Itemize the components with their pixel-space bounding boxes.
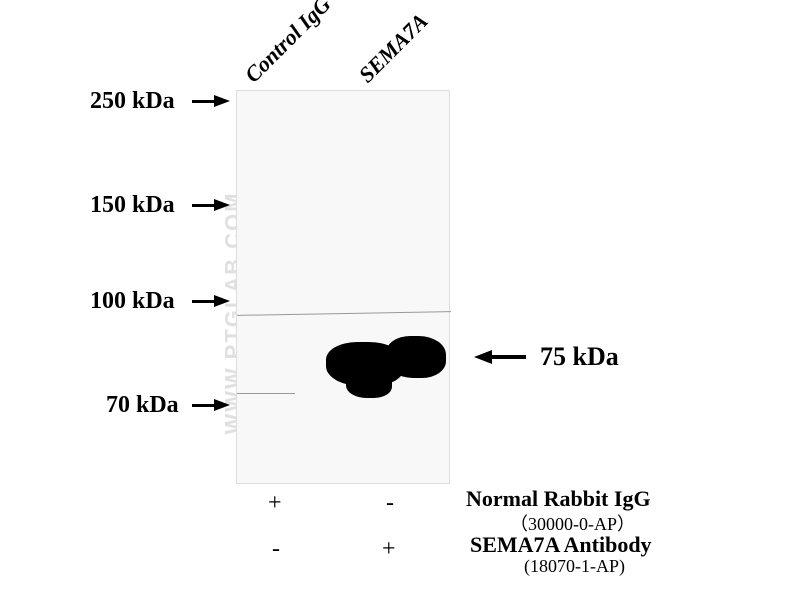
target-label-75: 75 kDa [540, 342, 619, 372]
mw-arrow-150 [214, 199, 230, 211]
figure-container: WWW.PTGLAB.COM Control IgG SEMA7A 250 kD… [0, 0, 800, 600]
row1-lane1-plus: + [268, 490, 282, 517]
row2-label-sub: (18070-1-AP) [524, 556, 625, 577]
artifact-line [237, 393, 295, 394]
mw-arrow-100 [214, 295, 230, 307]
mw-arrow-stem [192, 204, 216, 207]
mw-label-70: 70 kDa [106, 392, 179, 419]
row1-lane2-minus: - [386, 490, 394, 517]
target-arrow-stem [490, 355, 526, 359]
mw-arrow-250 [214, 95, 230, 107]
row2-label-bold: SEMA7A Antibody [470, 532, 652, 558]
artifact-line [237, 311, 451, 316]
mw-arrow-70 [214, 399, 230, 411]
mw-arrow-stem [192, 404, 216, 407]
mw-label-250: 250 kDa [90, 88, 175, 115]
mw-label-150: 150 kDa [90, 192, 175, 219]
row2-lane2-plus: + [382, 536, 396, 563]
lane-label-control: Control IgG [240, 0, 337, 88]
mw-arrow-stem [192, 100, 216, 103]
blot-membrane [236, 90, 450, 484]
row1-label-bold: Normal Rabbit IgG [466, 486, 651, 512]
protein-band [326, 336, 448, 392]
row2-lane1-minus: - [272, 536, 280, 563]
lane-label-sema7a: SEMA7A [354, 8, 434, 88]
mw-arrow-stem [192, 300, 216, 303]
mw-label-100: 100 kDa [90, 288, 175, 315]
